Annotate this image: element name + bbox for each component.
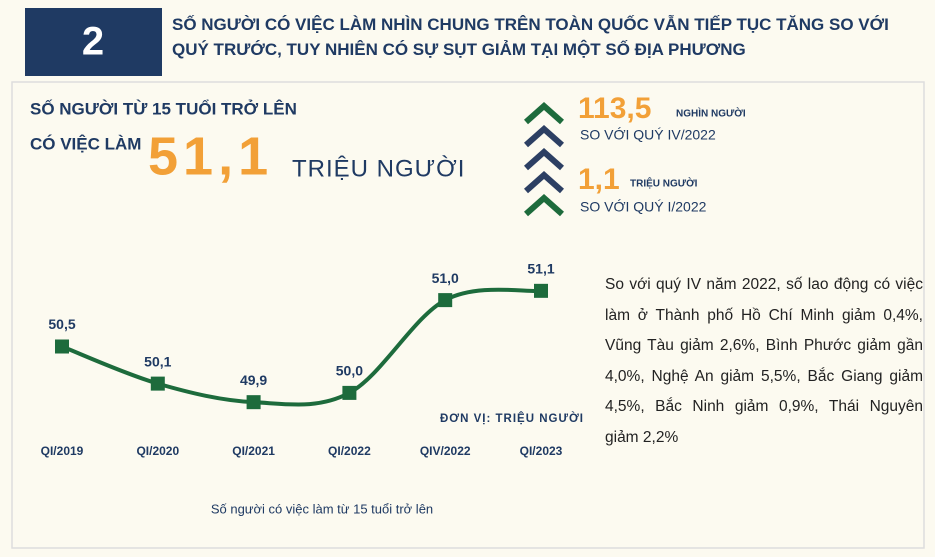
value-label: 51,0: [432, 270, 459, 286]
arrow-icons: [524, 101, 564, 217]
marker: [438, 293, 453, 308]
headline-unit: TRIỆU NGƯỜI: [292, 155, 465, 182]
number-box: [25, 8, 162, 76]
chart-caption: Số người có việc làm từ 15 tuổi trở lên: [211, 501, 433, 516]
marker: [55, 339, 69, 354]
headline-label: SỐ NGƯỜI TỪ 15 TUỔI TRỞ LÊN: [30, 98, 297, 118]
panel: [11, 81, 925, 549]
headline-value: 51,1: [148, 126, 273, 186]
headline-label: CÓ VIỆC LÀM: [30, 134, 141, 153]
change-unit: NGHÌN NGƯỜI: [676, 107, 746, 120]
section-number: 2: [82, 20, 104, 64]
change-compare: SO VỚI QUÝ I/2022: [580, 199, 707, 215]
line: [61, 287, 542, 407]
marker: [150, 376, 165, 391]
value-label: 49,9: [240, 372, 267, 388]
value-label: 50,0: [336, 363, 363, 379]
change-compare: SO VỚI QUÝ IV/2022: [580, 127, 716, 143]
header-title: SỐ NGƯỜI CÓ VIỆC LÀM NHÌN CHUNG TRÊN TOÀ…: [172, 15, 889, 59]
marker: [246, 395, 261, 410]
value-label: 50,5: [48, 316, 75, 332]
value-label: 50,1: [144, 353, 171, 369]
x-tick-label: QI/2021: [232, 444, 275, 458]
value-label: 51,1: [527, 261, 554, 277]
note: So với quý IV năm 2022, số lao động có v…: [605, 276, 923, 446]
marker: [534, 283, 548, 298]
x-tick-label: QI/2020: [136, 444, 179, 458]
change-value: 1,1: [578, 163, 620, 196]
x-tick-label: QIV/2022: [420, 444, 471, 458]
x-tick-label: QI/2019: [41, 444, 84, 458]
unit-note: ĐƠN VỊ: TRIỆU NGƯỜI: [440, 412, 584, 425]
marker: [342, 385, 357, 400]
change-value: 113,5: [578, 92, 651, 125]
x-tick-label: QI/2023: [520, 444, 563, 458]
x-tick-label: QI/2022: [328, 444, 371, 458]
change-unit: TRIỆU NGƯỜI: [630, 177, 698, 190]
